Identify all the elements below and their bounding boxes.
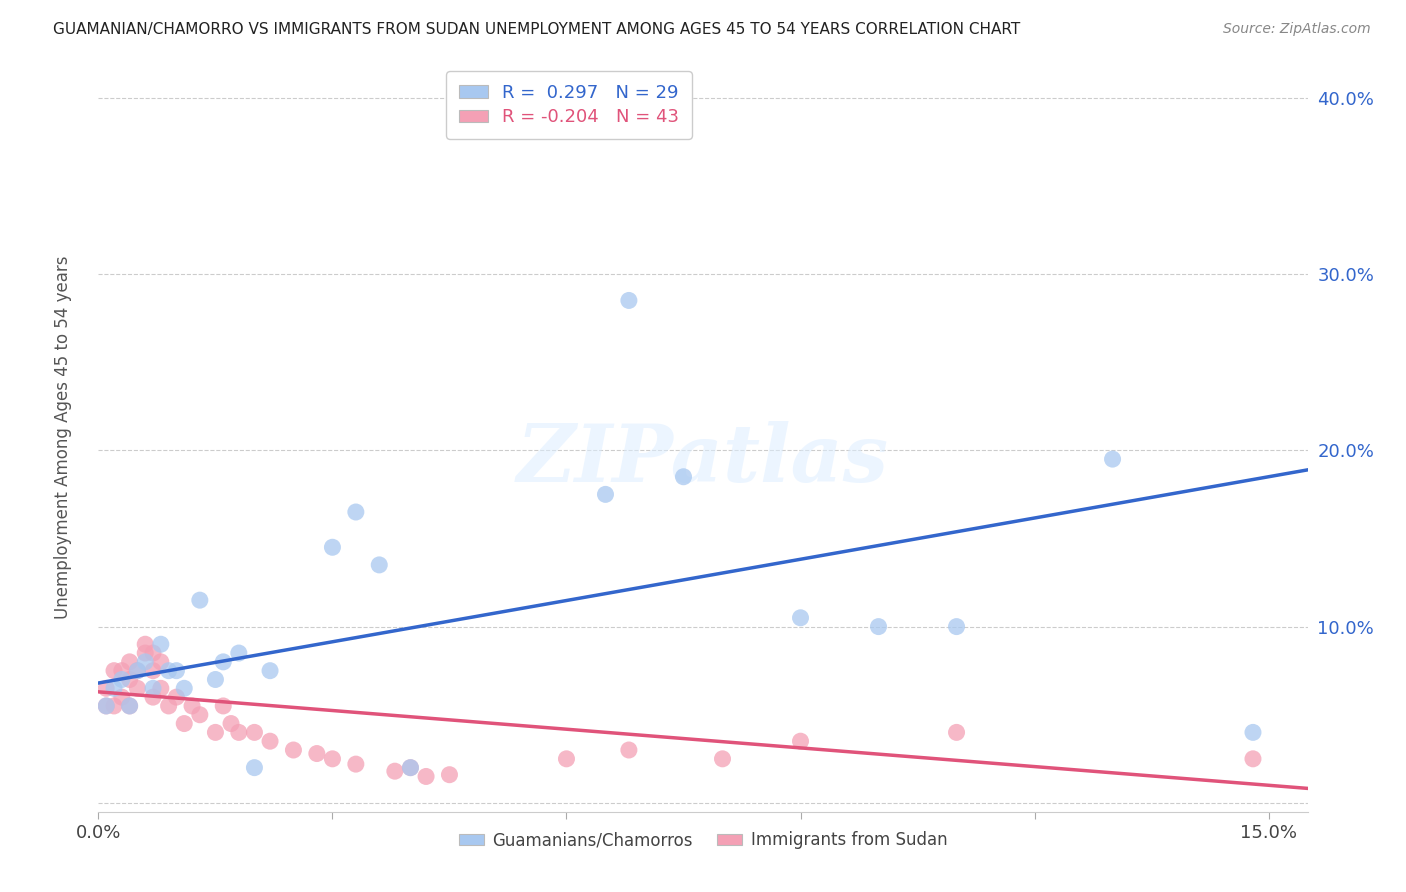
Point bbox=[384, 764, 406, 779]
Point bbox=[1241, 752, 1264, 766]
Point bbox=[868, 619, 890, 633]
Point bbox=[134, 637, 156, 651]
Point bbox=[204, 725, 226, 739]
Text: GUAMANIAN/CHAMORRO VS IMMIGRANTS FROM SUDAN UNEMPLOYMENT AMONG AGES 45 TO 54 YEA: GUAMANIAN/CHAMORRO VS IMMIGRANTS FROM SU… bbox=[53, 22, 1021, 37]
Point bbox=[243, 725, 266, 739]
Point bbox=[305, 747, 328, 761]
Point bbox=[212, 655, 235, 669]
Point bbox=[103, 698, 125, 713]
Point bbox=[142, 664, 165, 678]
Point bbox=[399, 761, 422, 775]
Point bbox=[204, 673, 226, 687]
Point bbox=[149, 681, 172, 696]
Point bbox=[157, 698, 180, 713]
Point bbox=[595, 487, 617, 501]
Point bbox=[96, 698, 118, 713]
Text: Source: ZipAtlas.com: Source: ZipAtlas.com bbox=[1223, 22, 1371, 37]
Point bbox=[134, 646, 156, 660]
Point bbox=[111, 690, 134, 705]
Point bbox=[118, 698, 141, 713]
Point bbox=[945, 619, 967, 633]
Point bbox=[789, 734, 811, 748]
Point bbox=[165, 690, 187, 705]
Point bbox=[321, 541, 343, 555]
Point bbox=[368, 558, 391, 572]
Point bbox=[555, 752, 578, 766]
Point bbox=[96, 698, 118, 713]
Point bbox=[127, 664, 149, 678]
Point bbox=[228, 725, 250, 739]
Point bbox=[118, 698, 141, 713]
Text: ZIPatlas: ZIPatlas bbox=[517, 421, 889, 499]
Point bbox=[142, 690, 165, 705]
Point bbox=[617, 293, 640, 308]
Point bbox=[103, 681, 125, 696]
Point bbox=[212, 698, 235, 713]
Point bbox=[188, 593, 211, 607]
Point bbox=[149, 637, 172, 651]
Point bbox=[321, 752, 343, 766]
Point bbox=[181, 698, 204, 713]
Point bbox=[142, 681, 165, 696]
Point bbox=[259, 664, 281, 678]
Point bbox=[945, 725, 967, 739]
Point bbox=[127, 681, 149, 696]
Point bbox=[188, 707, 211, 722]
Point bbox=[118, 655, 141, 669]
Point bbox=[439, 767, 461, 781]
Point bbox=[399, 761, 422, 775]
Point bbox=[789, 611, 811, 625]
Point bbox=[243, 761, 266, 775]
Point bbox=[165, 664, 187, 678]
Point bbox=[103, 664, 125, 678]
Point bbox=[228, 646, 250, 660]
Point bbox=[111, 673, 134, 687]
Point bbox=[173, 681, 195, 696]
Point bbox=[672, 469, 695, 483]
Point bbox=[344, 505, 367, 519]
Point bbox=[157, 664, 180, 678]
Point bbox=[127, 664, 149, 678]
Y-axis label: Unemployment Among Ages 45 to 54 years: Unemployment Among Ages 45 to 54 years bbox=[53, 255, 72, 619]
Point bbox=[1241, 725, 1264, 739]
Point bbox=[142, 646, 165, 660]
Point bbox=[259, 734, 281, 748]
Point bbox=[283, 743, 305, 757]
Point bbox=[711, 752, 734, 766]
Point bbox=[96, 681, 118, 696]
Point bbox=[111, 664, 134, 678]
Point bbox=[118, 673, 141, 687]
Legend: Guamanians/Chamorros, Immigrants from Sudan: Guamanians/Chamorros, Immigrants from Su… bbox=[451, 824, 955, 855]
Point bbox=[134, 655, 156, 669]
Point bbox=[1101, 452, 1123, 467]
Point bbox=[415, 769, 437, 783]
Point bbox=[219, 716, 242, 731]
Point bbox=[149, 655, 172, 669]
Point bbox=[344, 757, 367, 772]
Point bbox=[173, 716, 195, 731]
Point bbox=[617, 743, 640, 757]
